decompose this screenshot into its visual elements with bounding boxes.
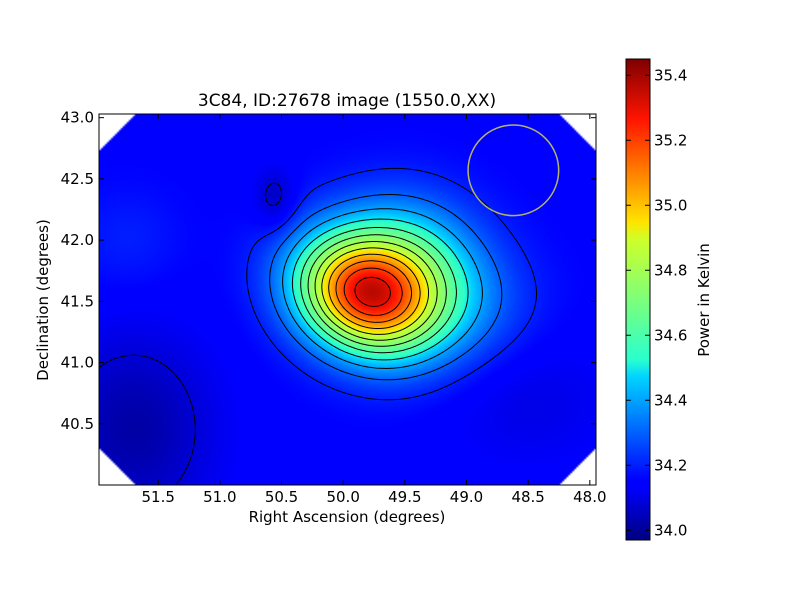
y-axis-label: Declination (degrees) (34, 219, 52, 381)
y-tick-label: 41.0 (61, 354, 94, 372)
y-tick-label: 42.0 (61, 231, 94, 249)
colorbar-tick-label: 34.4 (654, 391, 687, 409)
chart-title: 3C84, ID:27678 image (1550.0,XX) (198, 91, 496, 111)
x-tick-label: 51.5 (141, 488, 174, 506)
colorbar-tick-label: 35.2 (654, 131, 687, 149)
plot-frame (98, 113, 597, 486)
x-tick-label: 49.5 (388, 488, 421, 506)
x-tick-label: 50.5 (265, 488, 298, 506)
y-tick-label: 43.0 (61, 109, 94, 127)
contour-level (246, 167, 537, 401)
y-axis: 40.5 41.0 41.5 42.0 42.5 43.0 (61, 109, 596, 433)
contour-level (328, 253, 421, 329)
contour-level (354, 276, 391, 307)
contour-lines (99, 167, 537, 485)
x-tick-label: 48.5 (511, 488, 544, 506)
colorbar-tick-label: 34.8 (654, 261, 687, 279)
y-tick-label: 42.5 (61, 170, 94, 188)
x-tick-label: 51.0 (203, 488, 236, 506)
heatmap-image (99, 114, 596, 485)
contour-level (269, 194, 503, 381)
colorbar-axis: 34.0 34.2 34.4 34.6 34.8 35.0 35.2 35.4 (626, 66, 687, 539)
colorbar-tick-label: 34.6 (654, 326, 687, 344)
colorbar-label: Power in Kelvin (695, 243, 713, 357)
contour-level (314, 241, 438, 341)
x-tick-label: 50.0 (326, 488, 359, 506)
beam-circle (467, 124, 560, 217)
contour-level (99, 182, 282, 485)
contour-level (321, 247, 429, 335)
colorbar (625, 58, 651, 541)
x-tick-label: 49.0 (450, 488, 483, 506)
y-tick-label: 41.5 (61, 292, 94, 310)
colorbar-tick-label: 34.2 (654, 456, 687, 474)
contour-level (300, 227, 457, 354)
contour-level (307, 234, 447, 347)
x-axis: 51.5 51.0 50.5 50.0 49.5 49.0 48.5 48.0 (141, 114, 607, 506)
contour-level (282, 208, 483, 369)
x-axis-label: Right Ascension (degrees) (249, 508, 446, 526)
colorbar-tick-label: 35.0 (654, 196, 687, 214)
y-tick-label: 40.5 (61, 415, 94, 433)
colorbar-tick-label: 34.0 (654, 521, 687, 539)
colorbar-tick-label: 35.4 (654, 66, 687, 84)
contour-level (291, 218, 469, 361)
x-tick-label: 48.0 (573, 488, 606, 506)
contour-level (343, 267, 403, 316)
contour-level (335, 260, 412, 323)
